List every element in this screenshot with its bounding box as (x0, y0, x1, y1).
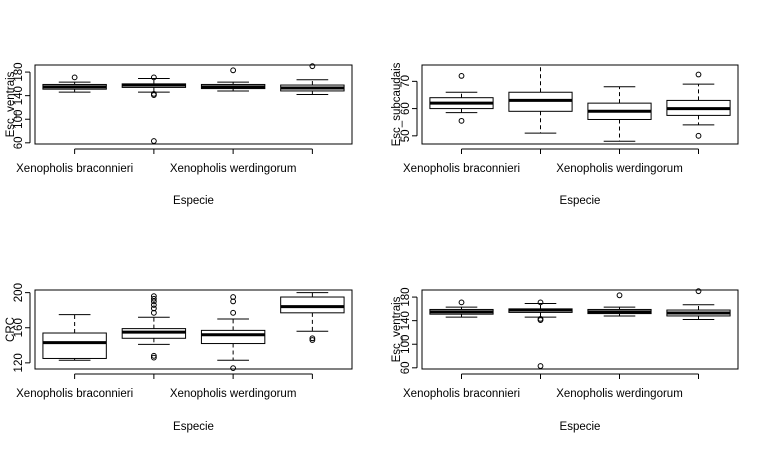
outlier-point (695, 288, 702, 295)
iqr-box (280, 296, 345, 314)
y-axis-title: Esc_subcaudais (391, 62, 403, 146)
plot-frame (34, 64, 353, 145)
outlier-point (150, 354, 157, 361)
y-axis-title: CRC (5, 317, 17, 342)
boxplot-panel-2: 50 60 70 Xenopholis braconnieri Xenopholis w… (391, 62, 739, 207)
y-tick-label: 60 (400, 361, 412, 374)
y-tick-label: 180 (400, 287, 412, 306)
plot-frame (421, 289, 739, 370)
outlier-point (150, 293, 157, 300)
box-2 (508, 299, 573, 369)
box-3 (200, 67, 266, 92)
outlier-point (150, 302, 157, 308)
box-1 (429, 72, 494, 124)
y-axis-title: Esc_ventrais (5, 71, 17, 137)
plot-frame (34, 289, 353, 370)
y-tick-label: 60 (400, 102, 412, 115)
y-tick-label: 160 (13, 318, 25, 337)
x-axis-title: Especie (173, 195, 214, 207)
y-tick-label: 70 (400, 75, 412, 88)
x-tick-label: Xenopholis werdingorum (170, 163, 297, 175)
y-axis-title: Esc_ventrais (391, 296, 403, 362)
outlier-point (230, 294, 237, 300)
boxplot-panel-1: 60 100 140 180 Xenopholis braconnieri Xenopho… (5, 62, 353, 207)
x-tick-label: Xenopholis braconnieri (403, 163, 520, 175)
x-tick-label: Xenopholis braconnieri (403, 388, 520, 400)
outlier-point (150, 305, 157, 312)
box-1 (42, 314, 107, 361)
box-2 (121, 293, 187, 361)
outlier-point (71, 74, 78, 81)
box-3 (587, 292, 652, 317)
outlier-point (230, 365, 237, 372)
outlier-point (695, 132, 702, 139)
box-2 (508, 64, 573, 134)
y-tick-label: 180 (13, 62, 25, 81)
box-1 (42, 74, 107, 93)
outlier-point (458, 299, 465, 306)
outlier-point (309, 63, 316, 70)
outlier-point (150, 90, 157, 97)
y-tick-label: 100 (13, 110, 25, 129)
outlier-point (458, 117, 465, 124)
outlier-point (230, 309, 237, 316)
y-tick-label: 140 (400, 311, 412, 330)
box-4 (280, 63, 345, 95)
x-tick-label: Xenopholis werdingorum (556, 163, 683, 175)
outlier-point (150, 138, 157, 144)
outlier-point (150, 74, 157, 81)
y-tick-label: 120 (13, 353, 25, 372)
y-tick-label: 200 (13, 283, 25, 302)
plot-frame (421, 64, 739, 145)
box-4 (280, 292, 345, 343)
outlier-point (537, 363, 544, 369)
outlier-point (537, 315, 544, 322)
box-1 (429, 299, 494, 318)
outlier-point (309, 335, 316, 342)
x-axis-title: Especie (560, 421, 601, 433)
outlier-point (230, 67, 237, 74)
y-tick-label: 60 (13, 136, 25, 149)
outlier-point (150, 295, 157, 302)
outlier-point (309, 337, 316, 343)
boxplot-panel-3: 120 160 200 Xenopholis braconnieri Xenopholi… (5, 283, 353, 433)
box-4 (666, 288, 731, 320)
iqr-box (42, 332, 107, 359)
x-tick-label: Xenopholis braconnieri (16, 163, 133, 175)
y-tick-label: 100 (400, 335, 412, 354)
x-axis-title: Especie (560, 195, 601, 207)
boxplot-panel-4: 60 100 140 180 Xenopholis braconnieri Xenopho… (391, 287, 739, 433)
box-3 (200, 294, 266, 372)
iqr-box (200, 329, 266, 345)
y-tick-label: 50 (400, 129, 412, 142)
outlier-point (537, 299, 544, 306)
outlier-point (150, 352, 157, 359)
x-tick-label: Xenopholis werdingorum (556, 388, 683, 400)
outlier-point (458, 72, 465, 79)
box-2 (121, 74, 187, 144)
x-tick-label: Xenopholis werdingorum (170, 388, 297, 400)
x-axis-title: Especie (173, 421, 214, 433)
outlier-point (695, 71, 702, 78)
outlier-point (616, 292, 623, 299)
box-3 (587, 86, 652, 142)
x-tick-label: Xenopholis braconnieri (16, 388, 133, 400)
y-tick-label: 140 (13, 86, 25, 105)
box-4 (666, 71, 731, 139)
